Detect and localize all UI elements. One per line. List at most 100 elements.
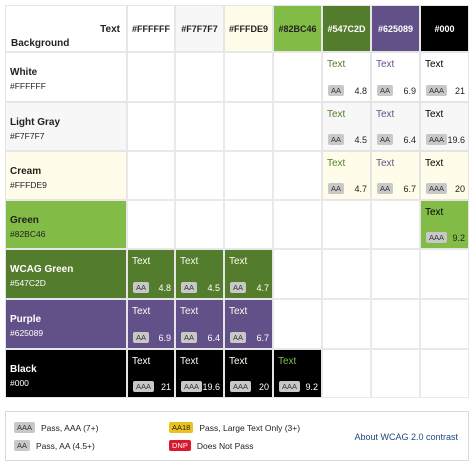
rating-badge: AA [377,85,394,96]
background-axis-label: Background [11,38,70,49]
aaa-badge: AAA [14,422,36,433]
contrast-sample-cream-on-purple: Text AA 6.7 [371,151,420,200]
sample-text: Text [425,59,444,70]
empty-cell [371,200,420,249]
column-header-hex: #82BC46 [278,23,317,34]
rating-badge: AAA [426,183,448,194]
empty-cell [273,200,322,249]
rating-badge: AA [181,332,198,343]
sample-text: Text [376,59,395,70]
empty-cell [273,52,322,102]
column-header-light-gray: #F7F7F7 [175,5,224,52]
column-header-hex: #000 [434,23,455,34]
row-header-light-gray: Light Gray #F7F7F7 [5,102,127,151]
rating-badge: AAA [426,85,448,96]
empty-cell [273,102,322,151]
contrast-ratio: 21 [160,382,171,392]
contrast-sample-white-on-purple: Text AA 6.9 [371,52,420,102]
legend-dnp-label: Does Not Pass [196,440,254,451]
empty-cell [420,349,469,398]
empty-cell [371,249,420,299]
legend-aa18: AA18 Pass, Large Text Only (3+) [169,422,300,433]
empty-cell [322,249,371,299]
empty-cell [175,200,224,249]
contrast-sample-green-on-black: Text AAA 9.2 [420,200,469,249]
row-header-name: White [10,67,38,78]
rating-badge: AAA [279,381,301,392]
legend-aa: AA Pass, AA (4.5+) [14,440,95,451]
empty-cell [371,299,420,349]
contrast-ratio: 21 [454,86,465,96]
row-header-hex: #FFFDE9 [10,180,47,190]
contrast-sample-purple-on-white: Text AA 6.9 [127,299,175,349]
rating-badge: AA [328,183,345,194]
contrast-sample-light-gray-on-purple: Text AA 6.4 [371,102,420,151]
column-header-green: #82BC46 [273,5,322,52]
contrast-sample-cream-on-black: Text AAA 20 [420,151,469,200]
sample-text: Text [376,158,395,169]
column-header-hex: #FFFDE9 [228,23,268,34]
empty-cell [127,200,175,249]
contrast-ratio: 4.5 [354,135,367,145]
contrast-sample-black-on-cream: Text AAA 20 [224,349,273,398]
contrast-sample-purple-on-cream: Text AA 6.7 [224,299,273,349]
sample-text: Text [180,306,199,317]
rating-badge: AAA [133,381,155,392]
empty-cell [175,102,224,151]
contrast-sample-black-on-white: Text AAA 21 [127,349,175,398]
contrast-ratio: 6.9 [158,333,171,343]
empty-cell [273,299,322,349]
row-header-name: WCAG Green [10,264,74,275]
rating-badge: AA [133,332,150,343]
empty-cell [175,52,224,102]
empty-cell [322,200,371,249]
row-header-green: Green #82BC46 [5,200,127,249]
contrast-ratio: 6.7 [403,184,416,194]
contrast-ratio: 6.9 [403,86,416,96]
rating-badge: AA [328,134,345,145]
row-header-name: Cream [10,166,42,177]
empty-cell [322,299,371,349]
sample-text: Text [180,256,199,267]
contrast-ratio: 9.2 [305,382,318,392]
empty-cell [273,151,322,200]
sample-text: Text [229,356,248,367]
contrast-ratio: 19.6 [202,382,220,392]
rating-badge: AAA [230,381,252,392]
sample-text: Text [327,158,346,169]
contrast-sample-purple-on-light-gray: Text AA 6.4 [175,299,224,349]
column-header-cream: #FFFDE9 [224,5,273,52]
row-header-hex: #000 [10,378,29,388]
column-header-wcag-green: #547C2D [322,5,371,52]
wcag-contrast-link[interactable]: About WCAG 2.0 contrast [354,432,458,442]
row-header-white: White #FFFFFF [5,52,127,102]
contrast-sample-wcag-green-on-white: Text AA 4.8 [127,249,175,299]
empty-cell [224,151,273,200]
contrast-ratio: 4.8 [158,283,171,293]
sample-text: Text [376,109,395,120]
row-header-purple: Purple #625089 [5,299,127,349]
rating-badge: AA [230,332,247,343]
empty-cell [224,102,273,151]
aa18-badge: AA18 [169,422,194,433]
contrast-sample-light-gray-on-wcag-green: Text AA 4.5 [322,102,371,151]
row-header-name: Green [10,215,39,226]
contrast-sample-light-gray-on-black: Text AAA 19.6 [420,102,469,151]
empty-cell [175,151,224,200]
legend-aa18-label: Pass, Large Text Only (3+) [199,422,301,433]
row-header-name: Light Gray [10,117,61,128]
rating-badge: AAA [426,134,448,145]
text-axis-label: Text [100,24,120,35]
rating-badge: AAA [181,381,203,392]
sample-text: Text [229,306,248,317]
sample-text: Text [278,356,297,367]
column-header-hex: #FFFFFF [132,23,170,34]
empty-cell [420,299,469,349]
legend: AAA Pass, AAA (7+) AA Pass, AA (4.5+) AA… [5,411,469,461]
sample-text: Text [180,356,199,367]
row-header-wcag-green: WCAG Green #547C2D [5,249,127,299]
sample-text: Text [132,306,151,317]
contrast-ratio: 4.7 [256,283,269,293]
column-header-purple: #625089 [371,5,420,52]
contrast-sample-wcag-green-on-light-gray: Text AA 4.5 [175,249,224,299]
